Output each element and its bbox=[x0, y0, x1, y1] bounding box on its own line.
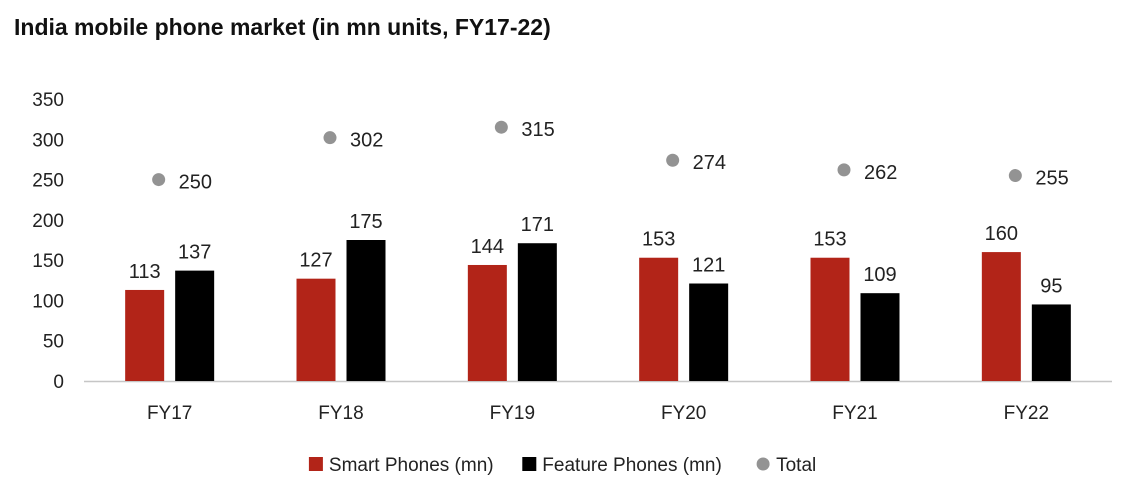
y-tick-label: 0 bbox=[53, 372, 64, 393]
data-label: 113 bbox=[129, 261, 161, 283]
x-axis: FY17 FY18 FY19 FY20 FY21 FY22 bbox=[84, 380, 1112, 424]
data-label: 153 bbox=[813, 229, 846, 251]
total-point bbox=[152, 173, 166, 187]
legend-label: Total bbox=[776, 455, 816, 476]
total-point bbox=[837, 163, 851, 177]
y-tick-label: 250 bbox=[32, 171, 64, 192]
bar bbox=[346, 240, 386, 381]
data-label: 250 bbox=[179, 172, 212, 194]
data-label: 109 bbox=[863, 264, 896, 286]
x-tick-label: FY19 bbox=[490, 403, 535, 424]
bar bbox=[810, 257, 850, 381]
legend-label: Smart Phones (mn) bbox=[329, 455, 494, 476]
data-label: 315 bbox=[521, 119, 554, 141]
data-label: 255 bbox=[1035, 168, 1068, 190]
total-point bbox=[494, 120, 508, 134]
data-label: 262 bbox=[864, 162, 897, 184]
data-label: 171 bbox=[521, 214, 554, 236]
bar bbox=[981, 252, 1021, 381]
total-point bbox=[666, 153, 680, 167]
x-tick-label: FY22 bbox=[1004, 403, 1049, 424]
y-tick-label: 50 bbox=[43, 332, 64, 353]
bar bbox=[467, 264, 507, 381]
legend: Smart Phones (mn) Feature Phones (mn) Tota… bbox=[308, 455, 816, 476]
y-tick-label: 300 bbox=[32, 130, 64, 151]
plot-marks: 113 137 250 127 175 302 144 171 315 153 121 274 153 1… bbox=[125, 119, 1071, 381]
bar bbox=[860, 293, 900, 381]
y-axis: 0 50 100 150 200 250 300 350 bbox=[32, 90, 64, 393]
bar bbox=[296, 278, 336, 381]
bar bbox=[517, 243, 557, 381]
data-label: 175 bbox=[349, 211, 382, 233]
bar bbox=[125, 289, 165, 381]
legend-marker bbox=[756, 457, 770, 471]
data-label: 121 bbox=[692, 255, 725, 277]
data-label: 274 bbox=[693, 152, 726, 174]
x-tick-label: FY21 bbox=[832, 403, 877, 424]
data-label: 302 bbox=[350, 130, 383, 152]
data-label: 160 bbox=[985, 223, 1018, 245]
legend-swatch bbox=[308, 457, 323, 471]
data-label: 153 bbox=[642, 229, 675, 251]
total-point bbox=[323, 131, 337, 145]
bar bbox=[639, 257, 679, 381]
bar bbox=[175, 270, 215, 381]
legend-label: Feature Phones (mn) bbox=[542, 455, 722, 476]
y-tick-label: 350 bbox=[32, 90, 64, 111]
y-tick-label: 100 bbox=[32, 291, 64, 312]
data-label: 144 bbox=[471, 236, 504, 258]
bar bbox=[1031, 304, 1071, 381]
y-tick-label: 200 bbox=[32, 211, 64, 232]
chart-title: India mobile phone market (in mn units, … bbox=[14, 14, 551, 40]
x-tick-label: FY20 bbox=[661, 403, 706, 424]
legend-swatch bbox=[522, 457, 537, 471]
bar bbox=[689, 283, 729, 381]
y-tick-label: 150 bbox=[32, 251, 64, 272]
x-tick-label: FY18 bbox=[318, 403, 363, 424]
x-tick-label: FY17 bbox=[147, 403, 192, 424]
data-label: 137 bbox=[178, 242, 211, 264]
data-label: 95 bbox=[1040, 275, 1062, 297]
total-point bbox=[1008, 169, 1022, 183]
data-label: 127 bbox=[299, 250, 332, 272]
